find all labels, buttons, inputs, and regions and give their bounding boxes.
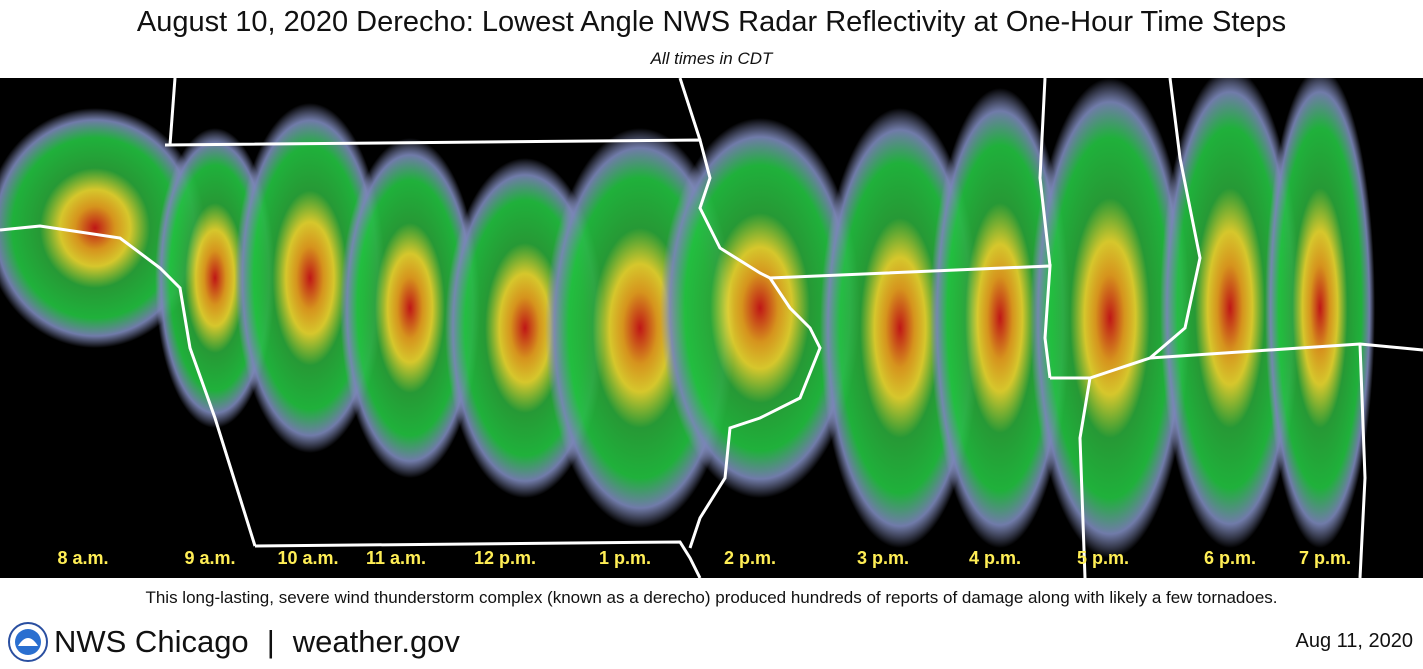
title: August 10, 2020 Derecho: Lowest Angle NW…: [136, 6, 1287, 38]
caption: This long-lasting, severe wind thunderst…: [145, 588, 1278, 607]
echo: [1030, 78, 1190, 558]
footer: NWS Chicago | weather.gov: [8, 622, 478, 662]
time-label: 12 p.m.: [474, 548, 536, 568]
time-label: 7 p.m.: [1299, 548, 1351, 568]
radar-image: 8 a.m. 9 a.m. 10 a.m. 11 a.m. 12 p.m. 1 p.m. 2…: [0, 78, 1423, 578]
time-label: 2 p.m.: [724, 548, 776, 568]
date: Aug 11, 2020: [1295, 630, 1413, 652]
time-label: 6 p.m.: [1204, 548, 1256, 568]
site[interactable]: weather.gov: [292, 624, 460, 659]
time-label: 4 p.m.: [969, 548, 1021, 568]
echo: [1160, 78, 1300, 548]
echo: [340, 138, 480, 478]
time-label: 5 p.m.: [1077, 548, 1129, 568]
echo: [660, 118, 860, 498]
echo: [1265, 78, 1375, 548]
echo: [930, 88, 1070, 548]
subtitle: All times in CDT: [650, 49, 773, 68]
time-label: 8 a.m.: [57, 548, 108, 568]
state-borders: [0, 78, 1423, 578]
time-label: 1 p.m.: [599, 548, 651, 568]
separator: |: [266, 624, 275, 659]
time-label: 3 p.m.: [857, 548, 909, 568]
time-label: 11 a.m.: [366, 548, 426, 568]
time-label: 10 a.m.: [277, 548, 338, 568]
echo: [0, 108, 205, 348]
nws-logo: [8, 622, 48, 662]
time-label: 9 a.m.: [184, 548, 235, 568]
radar-echoes: [0, 78, 1375, 558]
brand: NWS Chicago: [54, 624, 249, 659]
